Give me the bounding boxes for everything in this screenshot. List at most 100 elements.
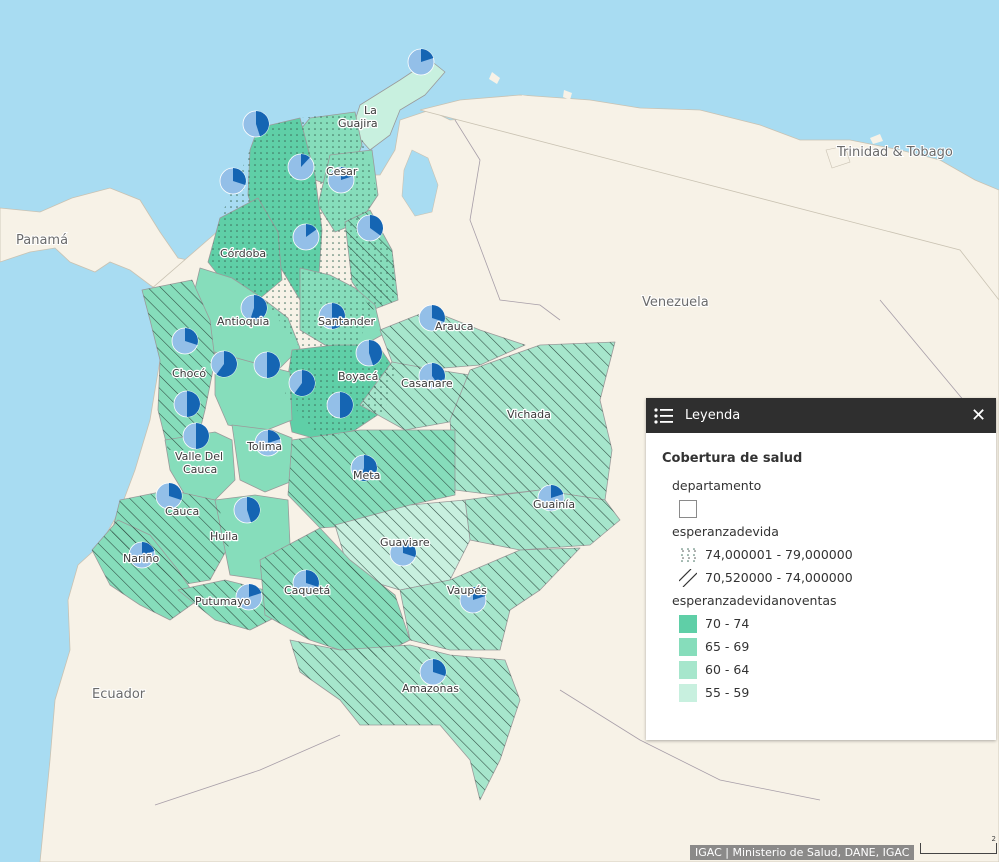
label-tolima: Tolima (246, 440, 282, 453)
pie-slice-cordoba (306, 224, 317, 237)
pie-slice-huila (247, 497, 260, 523)
country-label-ecuador: Ecuador (92, 687, 146, 702)
close-icon[interactable]: ✕ (970, 405, 987, 426)
legend-dots-label: 74,000001 - 79,000000 (705, 547, 853, 562)
pie-norte-santander[interactable] (356, 214, 384, 242)
land-curacao (522, 95, 540, 104)
label-santander: Santander (318, 315, 375, 328)
pie-atlantico[interactable] (242, 110, 270, 138)
pie-huila[interactable] (233, 496, 261, 524)
pie-slice-cauca (169, 483, 182, 501)
pie-slice-antioquia (249, 294, 268, 321)
scale-bar: 2 (920, 835, 997, 854)
land-venezuela-coast (419, 94, 999, 301)
legend-class-1-label: 70 - 74 (705, 616, 750, 631)
land-trinidad (825, 145, 851, 169)
legend-class-4-label: 55 - 59 (705, 685, 750, 700)
pie-cauca[interactable] (155, 482, 183, 510)
pie-slice-cesar (341, 167, 354, 180)
pie-magdalena[interactable] (287, 153, 315, 181)
label-choco: Chocó (172, 367, 206, 380)
label-valle-2: Cauca (183, 463, 217, 476)
pie-boyaca[interactable] (355, 339, 383, 367)
swatch-dots (679, 545, 697, 564)
pie-slice-bogota (340, 392, 353, 418)
pie-guaviare[interactable] (389, 539, 417, 567)
country-borders (154, 119, 981, 806)
label-caqueta: Caquetá (284, 584, 330, 597)
department-labels: La Guajira Cesar Córdoba Antioquia Santa… (122, 103, 577, 697)
legend-hatch-label: 70,520000 - 74,000000 (705, 570, 853, 585)
swatch-class-4 (679, 683, 697, 702)
legend-heading: Cobertura de salud (662, 451, 803, 466)
label-putumayo: Putumayo (195, 595, 251, 608)
pie-putumayo[interactable] (235, 583, 263, 611)
legend-row-class-1: 70 - 74 (679, 614, 980, 633)
label-huila: Huila (210, 530, 238, 543)
pie-valle[interactable] (182, 422, 210, 450)
legend-layer-esperanzadevida: esperanzadevida (672, 524, 779, 539)
pie-caldas[interactable] (253, 351, 281, 379)
pie-slice-santander (332, 303, 345, 329)
land-tobago (870, 134, 883, 144)
pie-bogota[interactable] (326, 391, 354, 419)
label-vaupes: Vaupés (447, 584, 487, 597)
pie-slice-valle (196, 423, 209, 449)
legend-row-hatch: 70,520000 - 74,000000 (679, 568, 980, 587)
pie-santander[interactable] (318, 302, 346, 330)
pie-slice-guajira (421, 49, 434, 62)
legend-class-3-label: 60 - 64 (705, 662, 750, 677)
pie-slice-caldas (267, 352, 280, 378)
pie-risaralda[interactable] (210, 350, 238, 378)
legend-list-icon (654, 407, 673, 424)
pie-casanare[interactable] (418, 362, 446, 390)
label-antioquia: Antioquia (217, 315, 269, 328)
country-label-panama: Panamá (16, 233, 68, 248)
label-meta: Meta (353, 469, 380, 482)
attribution: IGAC | Ministerio de Salud, DANE, IGAC (690, 845, 915, 860)
legend-title: Leyenda (685, 408, 741, 423)
legend-header: Leyenda ✕ (646, 398, 996, 433)
pie-tolima[interactable] (254, 429, 282, 457)
pie-slice-boyaca (369, 340, 382, 366)
pie-antioquia[interactable] (240, 294, 268, 322)
pie-vaupes[interactable] (459, 586, 487, 614)
pie-narino[interactable] (128, 541, 156, 569)
land-aruba (489, 72, 500, 84)
pie-slice-guainia (551, 485, 564, 498)
label-la-guajira-1: La (364, 104, 377, 117)
label-guainia: Guainía (533, 498, 575, 511)
pie-slice-risaralda (216, 351, 237, 377)
pie-slice-choco-n (185, 328, 198, 346)
swatch-class-3 (679, 660, 697, 679)
label-valle-1: Valle Del (175, 450, 223, 463)
legend-row-dots: 74,000001 - 79,000000 (679, 545, 980, 564)
pie-slice-caqueta (306, 570, 319, 588)
pie-guainia[interactable] (537, 484, 565, 512)
legend-row-class-3: 60 - 64 (679, 660, 980, 679)
country-label-venezuela: Venezuela (642, 295, 709, 310)
label-amazonas: Amazonas (402, 682, 459, 695)
pie-symbols (128, 48, 565, 686)
pie-guajira[interactable] (407, 48, 435, 76)
pie-caqueta[interactable] (292, 569, 320, 597)
pie-slice-narino (142, 542, 155, 555)
pie-choco-n[interactable] (171, 327, 199, 355)
pie-cundinamarca[interactable] (288, 369, 316, 397)
label-boyaca: Boyacá (338, 370, 378, 383)
label-casanare: Casanare (401, 377, 453, 390)
pie-cesar[interactable] (327, 166, 355, 194)
legend-layer-departamento: departamento (672, 478, 762, 493)
pie-bolivar[interactable] (219, 167, 247, 195)
pie-slice-guaviare (403, 540, 416, 558)
label-vichada: Vichada (507, 408, 551, 421)
pie-choco-s[interactable] (173, 390, 201, 418)
swatch-hatch (679, 568, 697, 587)
pie-amazonas[interactable] (419, 658, 447, 686)
pie-cordoba[interactable] (292, 223, 320, 251)
swatch-class-1 (679, 614, 697, 633)
pie-arauca[interactable] (418, 304, 446, 332)
country-label-trinidad: Trinidad & Tobago (836, 145, 953, 160)
pie-meta[interactable] (350, 454, 378, 482)
